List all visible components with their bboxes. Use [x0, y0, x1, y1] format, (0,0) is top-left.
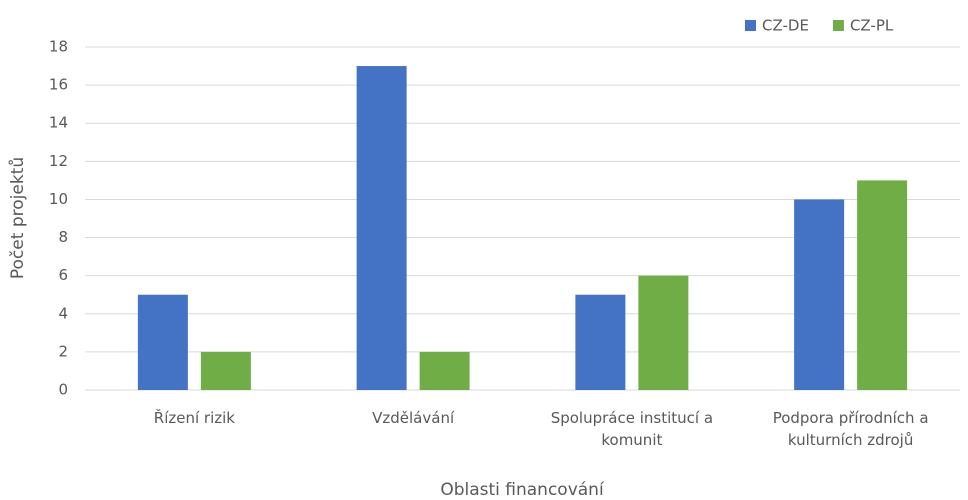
- bar: [794, 199, 845, 390]
- bar: [857, 180, 908, 390]
- y-tick-label: 4: [58, 304, 68, 322]
- y-tick-label: 12: [49, 152, 68, 170]
- x-tick-label: Řízení rizik: [153, 409, 235, 427]
- bar: [638, 275, 689, 390]
- y-tick-label: 18: [49, 38, 68, 56]
- bar: [137, 294, 188, 390]
- bar: [575, 294, 626, 390]
- y-tick-label: 2: [58, 342, 68, 360]
- y-tick-label: 14: [49, 114, 68, 132]
- bar: [419, 351, 470, 390]
- y-tick-label: 16: [49, 76, 68, 94]
- bar: [356, 66, 407, 391]
- y-tick-label: 8: [58, 228, 68, 246]
- y-axis-title: Počet projektů: [8, 157, 28, 279]
- legend-label: CZ-PL: [850, 17, 894, 35]
- y-tick-label: 10: [49, 190, 68, 208]
- x-tick-label: Podpora přírodních a kulturních zdrojů: [772, 409, 929, 449]
- legend-label: CZ-DE: [762, 17, 809, 35]
- legend-swatch: [745, 20, 756, 31]
- legend-swatch: [832, 20, 844, 31]
- y-tick-label: 0: [58, 381, 68, 399]
- x-tick-label: Vzdělávání: [372, 409, 455, 427]
- x-axis-title: Oblasti financování: [440, 480, 605, 500]
- bar: [200, 351, 251, 390]
- x-tick-label: Spolupráce institucí a komunit: [550, 409, 714, 449]
- y-tick-label: 6: [58, 266, 68, 284]
